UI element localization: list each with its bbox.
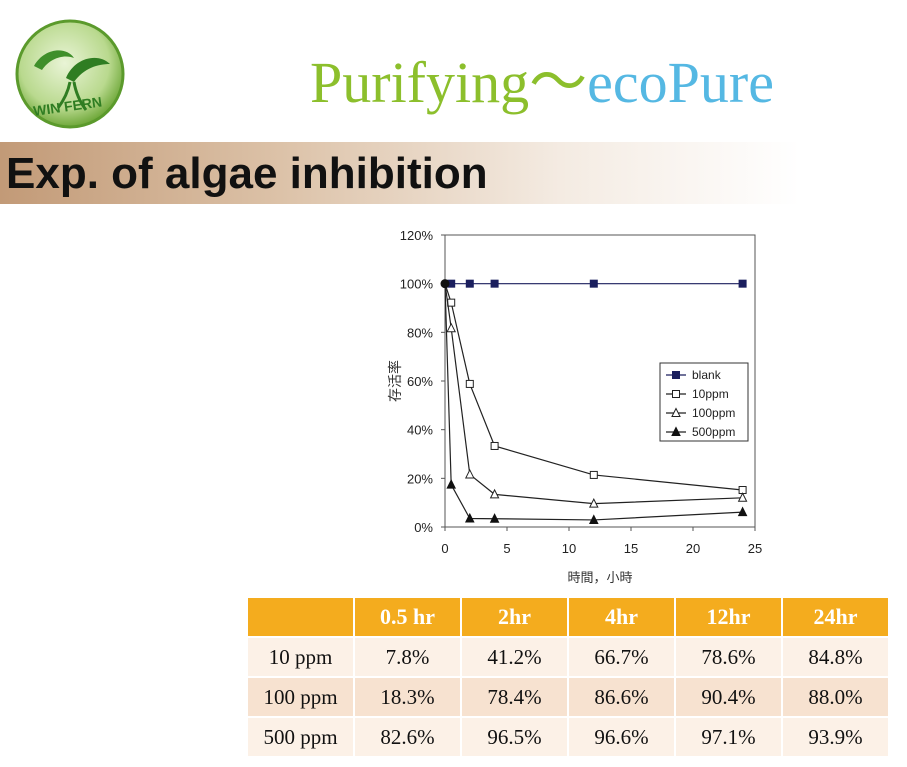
legend-marker-500ppm (671, 426, 681, 436)
data-point-100ppm (588, 498, 599, 508)
table-cell: 86.6% (567, 676, 676, 718)
page-title: Exp. of algae inhibition (6, 149, 488, 198)
data-point-blank (490, 279, 499, 288)
data-point-500ppm (446, 479, 457, 489)
y-tick-label: 0% (414, 520, 433, 535)
data-point-100ppm (446, 322, 457, 333)
table-row-label: 10 ppm (246, 636, 355, 678)
legend-label-100ppm: 100ppm (692, 406, 735, 420)
table-row: 10 ppm 7.8% 41.2% 66.7% 78.6% 84.8% (246, 636, 890, 678)
data-point-10ppm (490, 441, 499, 450)
table-cell: 90.4% (674, 676, 783, 718)
table-cell: 18.3% (353, 676, 462, 718)
table-header-corner (246, 596, 355, 638)
data-point-500ppm (489, 513, 500, 523)
table-row: 500 ppm 82.6% 96.5% 96.6% 97.1% 93.9% (246, 716, 890, 758)
table-cell: 97.1% (674, 716, 783, 758)
data-point-blank (465, 279, 474, 288)
data-point-start (440, 279, 450, 289)
table-cell: 41.2% (460, 636, 569, 678)
legend-label-blank: blank (692, 368, 722, 382)
title-bar: Exp. of algae inhibition (0, 142, 800, 204)
table-cell: 96.5% (460, 716, 569, 758)
table-cell: 78.4% (460, 676, 569, 718)
brand-part-purifying: Purifying (310, 50, 530, 115)
data-point-100ppm (737, 492, 748, 502)
legend-marker-10ppm (672, 390, 680, 398)
x-tick-label: 10 (562, 541, 576, 556)
data-point-100ppm (464, 468, 475, 479)
series-line-100ppm (444, 283, 743, 505)
data-point-500ppm (737, 506, 748, 517)
x-tick-label: 20 (686, 541, 700, 556)
data-point-10ppm (465, 379, 474, 388)
y-tick-label: 120% (400, 228, 434, 243)
data-point-blank (738, 279, 747, 288)
x-tick-label: 0 (441, 541, 448, 556)
x-tick-label: 5 (503, 541, 510, 556)
data-point-100ppm (489, 488, 500, 499)
x-tick-label: 15 (624, 541, 638, 556)
table-cell: 82.6% (353, 716, 462, 758)
y-tick-label: 40% (407, 423, 433, 438)
legend-label-500ppm: 500ppm (692, 425, 735, 439)
series-line-500ppm (444, 283, 743, 521)
data-point-blank (589, 279, 598, 288)
table-cell: 88.0% (781, 676, 890, 718)
data-point-500ppm (464, 512, 475, 523)
data-point-10ppm (589, 470, 598, 479)
table-cell: 7.8% (353, 636, 462, 678)
table-header-row: 0.5 hr 2hr 4hr 12hr 24hr (246, 596, 890, 638)
table-row: 100 ppm 18.3% 78.4% 86.6% 90.4% 88.0% (246, 676, 890, 718)
globe-leaf-logo-icon: WIN FERN (15, 19, 125, 129)
table-row-label: 500 ppm (246, 716, 355, 758)
y-tick-label: 80% (407, 325, 433, 340)
table-cell: 96.6% (567, 716, 676, 758)
legend-marker-100ppm (671, 407, 681, 417)
data-point-10ppm (447, 298, 456, 307)
y-tick-label: 100% (400, 277, 434, 292)
y-tick-label: 60% (407, 374, 433, 389)
table-header-cell: 2hr (460, 596, 569, 638)
y-tick-label: 20% (407, 471, 433, 486)
table-cell: 84.8% (781, 636, 890, 678)
winfern-logo: WIN FERN (14, 18, 126, 130)
table-cell: 93.9% (781, 716, 890, 758)
table-cell: 66.7% (567, 636, 676, 678)
x-axis-label: 時間，小時 (567, 570, 632, 585)
table-header-cell: 0.5 hr (353, 596, 462, 638)
survival-rate-line-chart: 0% 20% 40% 60% 80% 100% 120% 0 5 10 15 20 25 時間，小時 存活率… (387, 228, 762, 585)
inhibition-rate-table: 0.5 hr 2hr 4hr 12hr 24hr 10 ppm 7.8% 41.… (246, 596, 890, 758)
y-axis-label: 存活率 (387, 360, 403, 402)
legend-label-10ppm: 10ppm (692, 387, 729, 401)
table-header-cell: 24hr (781, 596, 890, 638)
table-cell: 78.6% (674, 636, 783, 678)
brand-tilde: ～ (529, 50, 588, 115)
table-row-label: 100 ppm (246, 676, 355, 718)
brand-part-ecopure: ecoPure (587, 50, 774, 115)
brand-heading: Purifying～ecoPure (310, 48, 774, 118)
legend-marker-blank (672, 371, 680, 379)
table-header-cell: 4hr (567, 596, 676, 638)
table-header-cell: 12hr (674, 596, 783, 638)
x-tick-label: 25 (748, 541, 762, 556)
data-point-500ppm (588, 514, 599, 524)
